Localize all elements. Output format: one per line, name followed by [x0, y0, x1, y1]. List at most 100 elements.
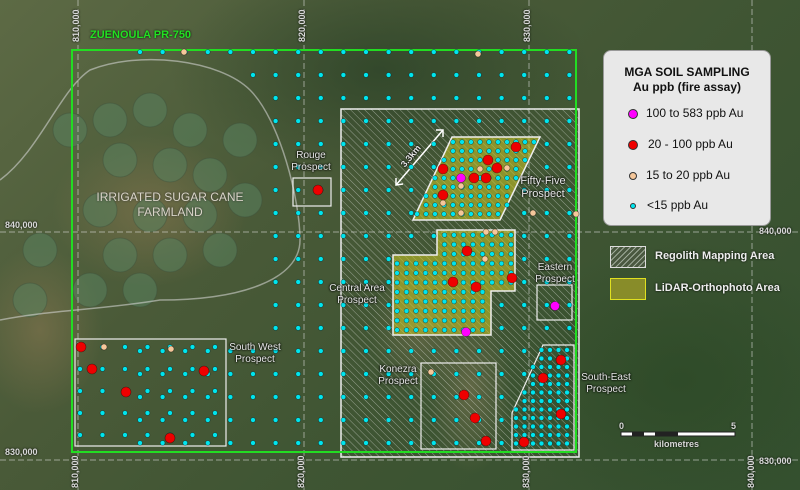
sample-background — [205, 394, 211, 400]
sample-background — [450, 202, 456, 208]
sample-background — [470, 260, 476, 267]
sample-background — [295, 141, 301, 147]
sample-background — [144, 344, 151, 350]
pivot-field — [22, 232, 58, 268]
sample-background — [555, 432, 562, 438]
sample-background — [564, 372, 570, 379]
sample-background — [272, 348, 279, 354]
farmland-label: IRRIGATED SUGAR CANE FARMLAND — [96, 190, 244, 219]
sample-background — [479, 317, 486, 324]
sample-background — [413, 270, 419, 276]
sample-background — [363, 256, 369, 262]
sample-background — [385, 187, 392, 193]
sample-background — [441, 251, 448, 257]
sample-background — [470, 241, 476, 248]
sample-background — [394, 260, 400, 267]
sample-background — [385, 440, 392, 446]
sample-background — [521, 118, 527, 124]
sample-background — [227, 417, 234, 423]
sample-background — [408, 371, 414, 377]
sample-background — [408, 440, 414, 446]
sample-background — [318, 72, 324, 78]
pivot-field — [227, 182, 263, 218]
soil-samples — [75, 48, 580, 448]
sample-background — [441, 211, 447, 217]
sample-anomalous — [437, 163, 449, 175]
sample-background — [544, 164, 550, 170]
easting-label-bottom: 840,000 — [746, 455, 756, 488]
sample-background — [295, 325, 301, 331]
sample-background — [544, 279, 550, 285]
sample-background — [189, 344, 196, 350]
sample-background — [137, 348, 143, 354]
northing-label-right: 840,000 — [759, 226, 792, 236]
sample-background — [498, 251, 505, 257]
sample-background — [227, 371, 234, 377]
sample-background — [476, 394, 482, 400]
sample-background — [460, 298, 467, 305]
sample-background — [555, 364, 562, 370]
sample-background — [521, 233, 527, 239]
sample-background — [453, 348, 460, 354]
sample-background — [272, 49, 279, 55]
sample-background — [566, 72, 573, 78]
sample-background — [403, 289, 410, 295]
sample-background — [460, 308, 467, 314]
sample-elevated — [457, 182, 465, 190]
sample-background — [498, 302, 505, 308]
sample-background — [530, 432, 536, 438]
sample-background — [295, 210, 301, 216]
sample-background — [408, 141, 414, 147]
easting-label-top: 810,000 — [71, 9, 81, 42]
sample-background — [295, 49, 301, 55]
sample-background — [521, 256, 527, 262]
sample-background — [513, 415, 519, 421]
sample-background — [495, 184, 501, 190]
sample-background — [544, 95, 550, 101]
sample-background — [521, 95, 527, 101]
sample-background — [504, 139, 510, 145]
sample-background — [413, 279, 419, 286]
sample-background — [504, 193, 510, 199]
sample-background — [272, 233, 279, 239]
sample-anomalous — [480, 435, 492, 447]
sample-high — [461, 327, 471, 337]
sample-background — [159, 371, 166, 377]
scale-unit: kilometres — [654, 439, 700, 449]
sample-background — [423, 211, 429, 217]
sample-background — [451, 270, 457, 276]
sample-background — [250, 49, 256, 55]
sample-anomalous — [164, 432, 176, 444]
sample-background — [486, 166, 492, 172]
sample-background — [459, 166, 465, 172]
easting-label-bottom: 820,000 — [296, 455, 306, 488]
sample-background — [555, 381, 562, 387]
easting-label-bottom: 810,000 — [70, 455, 80, 488]
sample-background — [422, 317, 429, 324]
sample-background — [431, 95, 437, 101]
legend-title: MGA SOIL SAMPLING — [624, 65, 750, 79]
sample-background — [468, 211, 474, 217]
sample-elevated — [529, 209, 537, 217]
sample-background — [432, 193, 438, 199]
sample-background — [498, 95, 505, 101]
legend-class-label: 100 to 583 ppb Au — [646, 106, 744, 120]
sample-background — [340, 118, 347, 124]
northing-label-right: 830,000 — [759, 456, 792, 466]
sample-background — [460, 317, 467, 324]
sample-background — [544, 141, 550, 147]
sample-background — [538, 389, 545, 396]
sample-background — [432, 270, 438, 276]
road — [0, 58, 301, 321]
rouge-prospect-box — [292, 177, 332, 207]
sample-anomalous — [86, 363, 98, 375]
sample-background — [459, 202, 465, 208]
sample-background — [544, 256, 550, 262]
sample-background — [513, 440, 519, 447]
pivot-field — [102, 142, 138, 178]
lidar-swatch-icon — [610, 278, 646, 300]
sample-background — [441, 175, 447, 181]
sample-background — [498, 279, 505, 286]
sample-background — [432, 260, 438, 267]
